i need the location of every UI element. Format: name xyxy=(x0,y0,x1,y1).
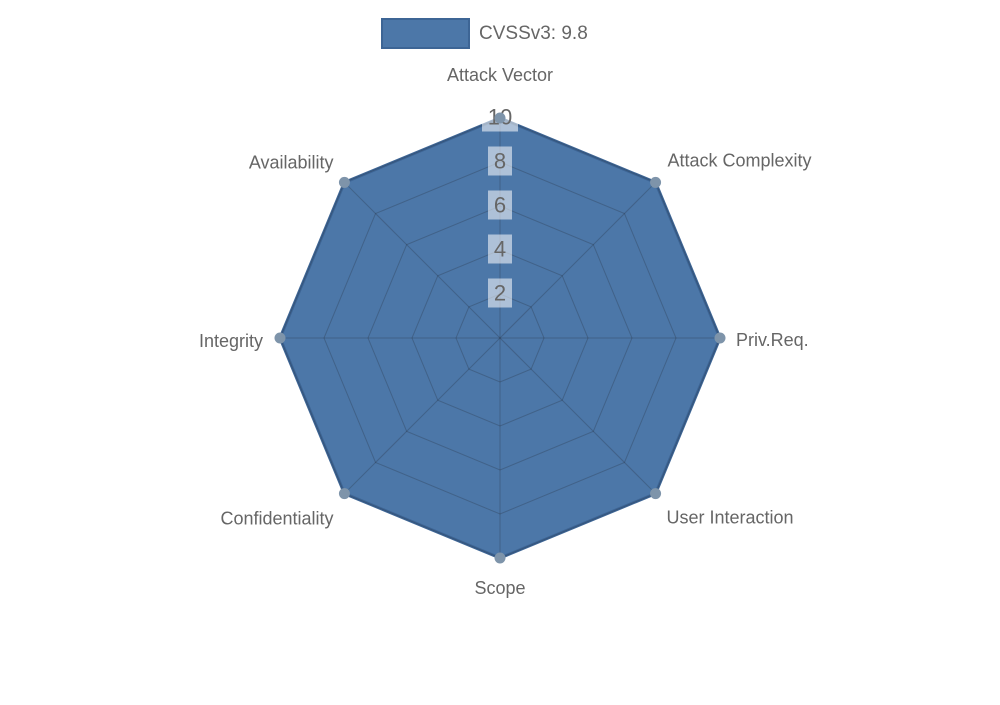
data-point-confidentiality xyxy=(338,488,350,500)
axis-line-availability xyxy=(344,182,501,339)
axis-label-priv-req: Priv.Req. xyxy=(736,330,809,350)
data-point-scope xyxy=(494,552,506,564)
grid-ring-6 xyxy=(367,205,633,471)
legend-item[interactable]: CVSSv3: 9.8 xyxy=(381,18,588,49)
tick-label-4: 4 xyxy=(494,237,506,262)
data-point-availability xyxy=(338,176,350,188)
axis-label-integrity: Integrity xyxy=(199,331,263,351)
axis-label-attack-vector: Attack Vector xyxy=(447,65,553,85)
axis-labels: Attack Vector Attack Complexity Priv.Req. U… xyxy=(199,65,812,598)
axis-line-user-interaction xyxy=(499,337,656,494)
axis-line-attack-complexity xyxy=(499,182,656,339)
tick-backdrop-6 xyxy=(488,190,512,220)
axis-label-scope: Scope xyxy=(474,578,525,598)
axis-label-attack-complexity: Attack Complexity xyxy=(667,151,811,171)
data-point-user-interaction xyxy=(650,488,662,500)
tick-backdrop-4 xyxy=(488,234,512,264)
data-point-attack-vector xyxy=(494,112,506,124)
data-points xyxy=(274,112,726,564)
axis-line-confidentiality xyxy=(344,337,501,494)
grid-ring-4 xyxy=(411,249,589,427)
data-point-priv-req xyxy=(714,332,726,344)
radar-grid xyxy=(279,117,721,559)
grid-ring-8 xyxy=(323,161,677,515)
tick-label-6: 6 xyxy=(494,193,506,218)
legend-label: CVSSv3: 9.8 xyxy=(479,23,588,44)
tick-backdrop-8 xyxy=(488,146,512,176)
legend-color-swatch xyxy=(381,18,470,49)
tick-label-2: 2 xyxy=(494,281,506,306)
data-point-attack-complexity xyxy=(650,176,662,188)
axis-label-confidentiality: Confidentiality xyxy=(220,508,333,528)
data-point-integrity xyxy=(274,332,286,344)
axis-label-availability: Availability xyxy=(249,153,334,173)
axis-label-user-interaction: User Interaction xyxy=(666,507,793,527)
tick-backdrop-2 xyxy=(488,278,512,308)
tick-label-8: 8 xyxy=(494,149,506,174)
grid-ring-2 xyxy=(455,293,545,383)
